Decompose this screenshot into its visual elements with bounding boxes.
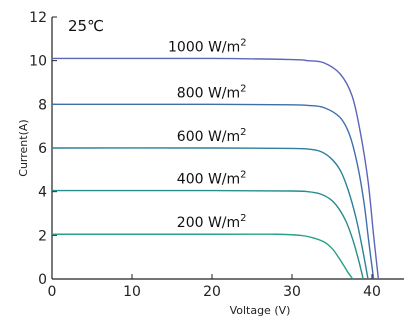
y-tick-label: 2 [38,228,47,244]
x-tick-label: 20 [203,284,221,300]
curve-label-exponent: 2 [240,83,246,94]
curve-label-unit: m [227,85,241,101]
curve-label-value: 400 W/ [177,172,227,188]
y-tick-label: 8 [38,97,47,113]
iv-curve-4 [52,233,354,280]
iv-curve-3 [51,189,364,280]
y-tick-label: 0 [38,272,47,288]
curve-label-exponent: 2 [240,170,246,181]
x-tick-label: 30 [283,284,301,300]
y-axis-title: Current(A) [17,119,30,176]
curve-label-0: 1000 W/m2 [168,37,247,55]
iv-curve-1 [51,103,375,280]
curve-label-value: 600 W/ [177,129,227,145]
x-tick-label: 0 [48,284,57,300]
x-axis-title: Voltage (V) [230,304,291,317]
curve-label-1: 800 W/m2 [177,83,247,101]
curve-label-exponent: 2 [240,127,246,138]
curve-label-value: 800 W/ [177,85,227,101]
curve-label-unit: m [227,129,241,145]
curve-label-unit: m [227,39,241,55]
y-tick-label: 10 [29,54,47,70]
curve-label-exponent: 2 [240,37,246,48]
iv-curve-0 [51,57,380,280]
curve-label-exponent: 2 [240,213,246,224]
y-tick-label: 6 [38,141,47,157]
temperature-annotation: 25℃ [68,17,104,35]
curve-label-4: 200 W/m2 [177,213,247,231]
curve-label-value: 200 W/ [177,215,227,231]
curve-label-value: 1000 W/ [168,39,227,55]
y-tick-label: 4 [38,185,47,201]
x-tick-label: 40 [363,284,381,300]
axes: 0 2 4 6 8 10 12 0 10 20 30 40 [29,10,404,300]
iv-curve-2 [51,147,369,280]
y-tick-label: 12 [29,10,47,26]
curve-label-unit: m [227,172,241,188]
curve-label-3: 400 W/m2 [177,170,247,188]
curve-label-2: 600 W/m2 [177,127,247,145]
curves [51,57,380,280]
curve-label-unit: m [227,215,241,231]
x-tick-label: 10 [123,284,141,300]
